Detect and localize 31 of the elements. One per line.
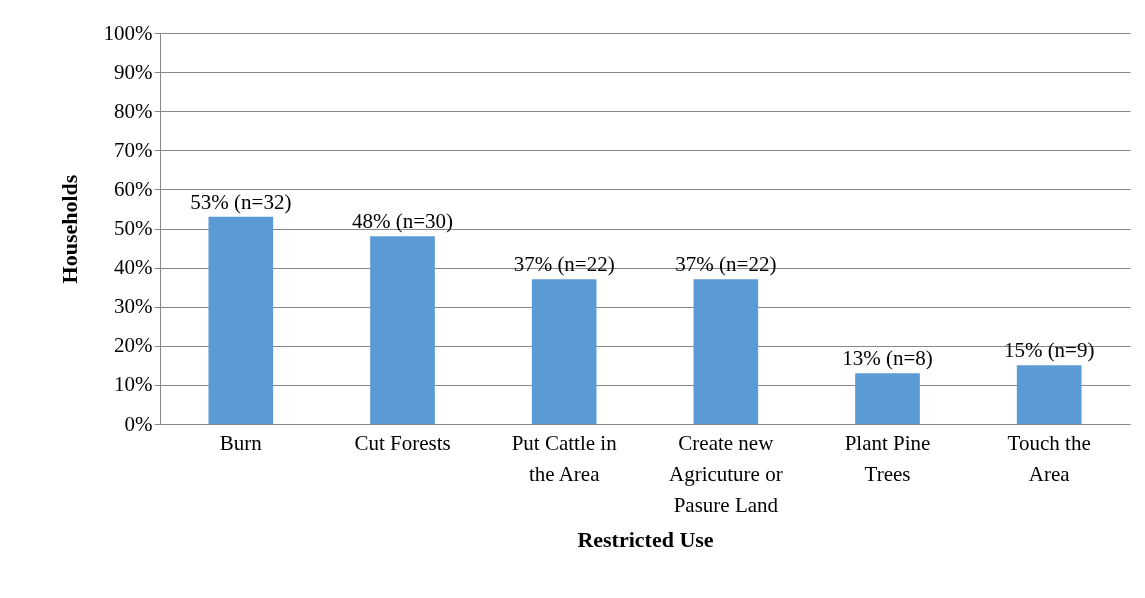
data-label: 53% (n=32): [190, 189, 292, 214]
y-tick-label: 70%: [114, 137, 153, 162]
bar: [370, 236, 435, 424]
bar: [531, 279, 597, 424]
bar: [855, 373, 920, 424]
x-axis-title: Restricted Use: [577, 526, 714, 552]
data-label: 15% (n=9): [1003, 338, 1095, 363]
y-tick-label: 90%: [114, 59, 153, 84]
y-tick-label: 80%: [114, 98, 153, 123]
y-tick-label: 0%: [124, 411, 153, 436]
y-tick-label: 20%: [114, 333, 153, 358]
y-tick-label: 100%: [103, 20, 153, 45]
y-tick-label: 50%: [114, 216, 153, 240]
y-axis-title: Households: [56, 174, 82, 284]
data-label: 48% (n=30): [351, 209, 454, 234]
data-label: 37% (n=22): [513, 252, 615, 277]
y-tick-label: 40%: [114, 255, 153, 280]
y-tick-label: 30%: [114, 294, 153, 319]
x-tick-label: Touch the Area: [1007, 430, 1091, 486]
x-tick-label: Burn: [219, 430, 263, 455]
x-tick-label: Cut Forests: [354, 430, 451, 455]
x-tick-label: Put Cattle in the Area: [511, 430, 618, 486]
data-label: 13% (n=8): [842, 346, 933, 371]
bar: [1016, 365, 1082, 424]
x-tick-label: Plant Pine Trees: [844, 430, 931, 486]
bar: [693, 279, 759, 424]
x-tick-label: Create new Agricuture or Pasure Land: [668, 430, 783, 517]
y-tick-label: 10%: [114, 372, 153, 397]
data-label: 37% (n=22): [675, 252, 777, 277]
bar: [208, 216, 274, 424]
y-tick-label: 60%: [114, 176, 153, 201]
